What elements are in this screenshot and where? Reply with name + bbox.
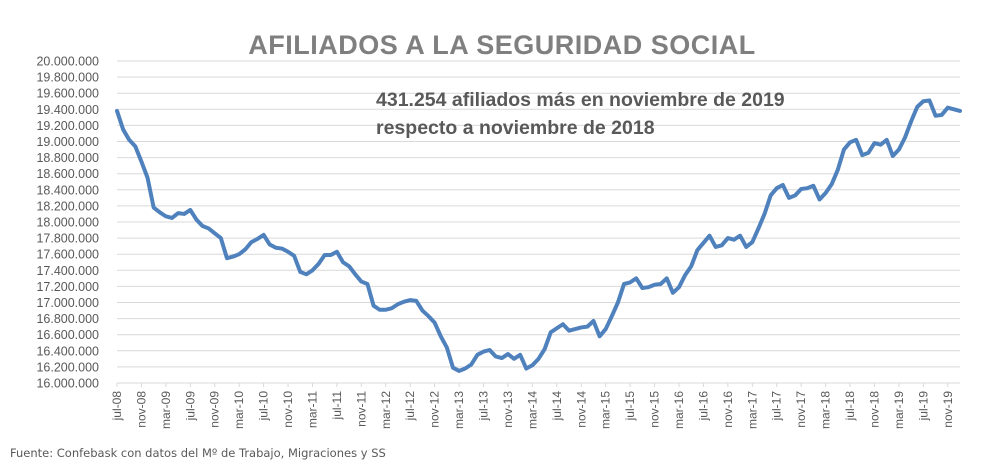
x-tick-label: nov-09: [208, 391, 222, 428]
y-tick-label: 20.000.000: [36, 55, 99, 69]
y-tick-label: 17.600.000: [36, 248, 99, 262]
y-tick-label: 19.200.000: [36, 119, 99, 133]
y-axis-ticks: 16.000.000 16.200.000 16.400.000 16.600.000…: [36, 55, 99, 391]
x-tick-label: mar-17: [745, 391, 759, 429]
x-tick-label: nov-15: [648, 391, 662, 428]
chart-title: AFILIADOS A LA SEGURIDAD SOCIAL: [248, 30, 756, 60]
x-tick-label: jul-14: [550, 391, 564, 422]
x-tick-label: jul-12: [403, 391, 417, 422]
x-tick-label: jul-15: [623, 391, 637, 422]
y-tick-label: 18.800.000: [36, 151, 99, 165]
y-tick-label: 18.200.000: [36, 199, 99, 213]
x-tick-label: jul-18: [843, 391, 857, 422]
y-tick-label: 16.200.000: [36, 360, 99, 374]
y-tick-label: 17.200.000: [36, 280, 99, 294]
x-tick-label: mar-15: [599, 391, 613, 429]
y-tick-label: 19.000.000: [36, 135, 99, 149]
x-tick-label: nov-17: [794, 391, 808, 428]
y-tick-label: 16.400.000: [36, 344, 99, 358]
y-tick-label: 19.800.000: [36, 71, 99, 85]
x-tick-label: mar-14: [525, 391, 539, 429]
x-tick-label: nov-10: [281, 391, 295, 428]
y-tick-label: 17.800.000: [36, 232, 99, 246]
y-tick-label: 19.400.000: [36, 103, 99, 117]
x-tick-label: nov-18: [867, 391, 881, 428]
x-tick-label: nov-19: [941, 391, 955, 428]
y-tick-label: 17.000.000: [36, 296, 99, 310]
y-tick-label: 18.400.000: [36, 183, 99, 197]
x-axis-ticks: jul-08 nov-08 mar-09 jul-09 nov-09 mar-10 jul-…: [110, 383, 955, 429]
x-tick-label: mar-10: [232, 391, 246, 429]
x-tick-label: nov-12: [428, 391, 442, 428]
y-tick-label: 18.600.000: [36, 167, 99, 181]
series-line-afiliados: [115, 98, 962, 373]
x-tick-label: mar-11: [305, 391, 319, 428]
y-tick-label: 19.600.000: [36, 87, 99, 101]
gridlines: [117, 60, 960, 368]
source-note: Fuente: Confebask con datos del Mº de Tr…: [10, 446, 386, 460]
x-tick-label: jul-13: [477, 391, 491, 422]
x-tick-label: jul-17: [770, 391, 784, 422]
x-tick-label: jul-08: [110, 391, 124, 422]
x-tick-label: mar-19: [892, 391, 906, 429]
x-tick-label: nov-14: [574, 391, 588, 428]
x-tick-label: jul-19: [916, 391, 930, 422]
x-tick-label: nov-13: [501, 391, 515, 428]
x-tick-label: mar-09: [159, 391, 173, 429]
x-tick-label: mar-13: [452, 391, 466, 429]
chart-annotation: 431.254 afiliados más en noviembre de 20…: [376, 89, 785, 139]
y-tick-label: 16.600.000: [36, 328, 99, 342]
x-tick-label: jul-10: [257, 391, 271, 422]
x-tick-label: nov-08: [134, 391, 148, 428]
y-tick-label: 16.000.000: [36, 377, 99, 391]
x-tick-label: mar-12: [379, 391, 393, 429]
x-tick-label: nov-11: [354, 391, 368, 427]
x-tick-label: mar-16: [672, 391, 686, 429]
x-tick-label: jul-11: [330, 391, 344, 421]
x-tick-label: jul-09: [183, 391, 197, 422]
y-tick-label: 17.400.000: [36, 264, 99, 278]
y-tick-label: 16.800.000: [36, 312, 99, 326]
x-tick-label: nov-16: [721, 391, 735, 428]
y-tick-label: 18.000.000: [36, 216, 99, 230]
x-tick-label: mar-18: [819, 391, 833, 429]
x-tick-label: jul-16: [696, 391, 710, 422]
